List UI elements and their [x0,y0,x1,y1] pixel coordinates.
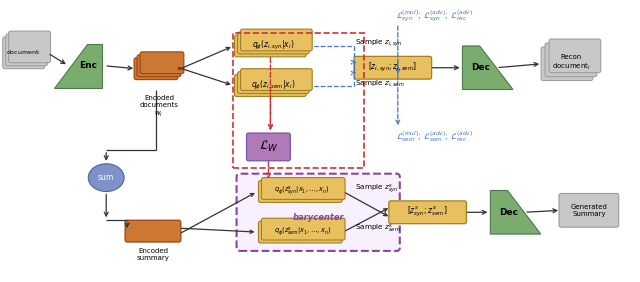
FancyBboxPatch shape [237,72,309,93]
Text: Sample $z_{i,syn}$: Sample $z_{i,syn}$ [355,37,403,49]
Text: Recon
document$_i$: Recon document$_i$ [552,54,590,72]
Polygon shape [463,46,513,89]
Polygon shape [490,191,541,234]
Text: $\mathcal{L}_W$: $\mathcal{L}_W$ [259,139,278,155]
Text: $q_\phi(z^s_{sem}|x_1,\ldots,x_n)$: $q_\phi(z^s_{sem}|x_1,\ldots,x_n)$ [274,226,331,238]
FancyBboxPatch shape [259,180,342,202]
FancyBboxPatch shape [134,58,178,80]
Text: Dec: Dec [471,63,490,72]
Text: Encoded
documents
$w_i$: Encoded documents $w_i$ [140,95,179,119]
FancyBboxPatch shape [262,178,345,199]
FancyBboxPatch shape [140,52,184,74]
FancyBboxPatch shape [541,47,593,81]
FancyBboxPatch shape [237,174,400,251]
FancyBboxPatch shape [262,218,345,240]
Text: Enc: Enc [79,61,97,70]
Text: $q_\phi(z_{i,syn}|x_i)$: $q_\phi(z_{i,syn}|x_i)$ [252,39,294,52]
Text: document$_i$: document$_i$ [6,49,41,57]
FancyBboxPatch shape [259,221,342,243]
Text: $[z_{i,syn};z_{i,sem}]$: $[z_{i,syn};z_{i,sem}]$ [369,61,417,74]
FancyBboxPatch shape [125,220,181,242]
FancyBboxPatch shape [3,37,45,69]
Text: Sample $z^s_{syn}$: Sample $z^s_{syn}$ [355,183,399,196]
Text: Encoded
summary: Encoded summary [136,248,170,261]
Text: $\mathcal{L}_{sem}^{(mul)}$; $\mathcal{L}_{sem}^{(adv)}$; $\mathcal{L}_{rec}^{(a: $\mathcal{L}_{sem}^{(mul)}$; $\mathcal{L… [396,130,473,144]
Text: sum: sum [98,173,115,182]
FancyBboxPatch shape [246,133,291,161]
Text: Sample $z_{i,sem}$: Sample $z_{i,sem}$ [355,78,404,88]
Ellipse shape [88,164,124,191]
FancyBboxPatch shape [549,39,601,73]
Text: $\mathcal{L}_{syn}^{(mul)}$; $\mathcal{L}_{syn}^{(adv)}$; $\mathcal{L}_{rec}^{(a: $\mathcal{L}_{syn}^{(mul)}$; $\mathcal{L… [396,8,473,24]
FancyBboxPatch shape [235,35,306,57]
FancyBboxPatch shape [241,69,312,91]
Text: Sample $z^s_{sem}$: Sample $z^s_{sem}$ [355,223,401,235]
FancyBboxPatch shape [241,29,312,51]
FancyBboxPatch shape [237,32,309,54]
FancyBboxPatch shape [354,56,431,79]
Polygon shape [54,44,102,87]
Text: Generated
Summary: Generated Summary [570,204,607,217]
Text: $[z^s_{syn};z^s_{sem}]$: $[z^s_{syn};z^s_{sem}]$ [408,205,448,219]
FancyBboxPatch shape [9,31,51,63]
FancyBboxPatch shape [389,201,467,224]
FancyBboxPatch shape [235,75,306,96]
FancyBboxPatch shape [559,193,619,227]
FancyBboxPatch shape [137,55,181,77]
Text: barycenter: barycenter [292,213,344,222]
FancyBboxPatch shape [545,43,597,77]
FancyBboxPatch shape [6,34,47,66]
Text: $q_\phi(z^s_{syn}|x_1,\ldots,x_n)$: $q_\phi(z^s_{syn}|x_1,\ldots,x_n)$ [275,185,330,198]
Text: $q_\phi(z_{i,sem}|x_i)$: $q_\phi(z_{i,sem}|x_i)$ [251,79,296,92]
Text: Dec: Dec [499,208,518,217]
